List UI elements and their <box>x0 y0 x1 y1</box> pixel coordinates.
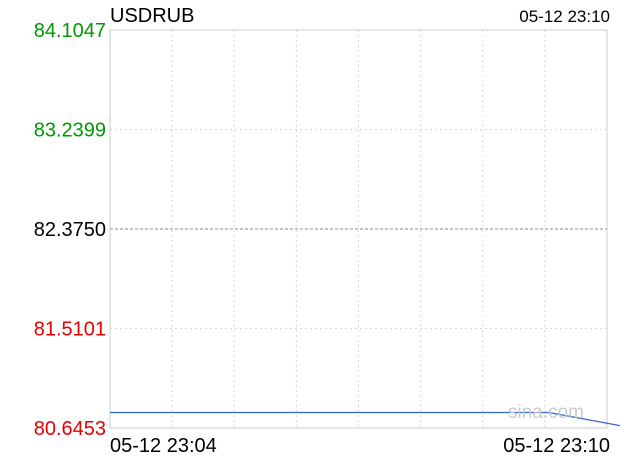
series-lines <box>110 411 620 427</box>
y-tick-label: 84.1047 <box>34 20 106 42</box>
symbol-title: USDRUB <box>110 5 194 27</box>
x-end-label: 05-12 23:10 <box>503 435 610 457</box>
x-start-label: 05-12 23:04 <box>110 435 217 457</box>
series-line <box>110 411 620 427</box>
y-tick-labels: 84.1047 83.2399 82.3750 81.5101 80.6453 <box>34 20 106 440</box>
y-tick-label: 80.6453 <box>34 418 106 440</box>
plot-frame <box>109 29 608 429</box>
y-tick-label: 82.3750 <box>34 219 106 241</box>
grid <box>110 30 607 428</box>
watermark: sina.com <box>508 402 584 423</box>
y-tick-label: 81.5101 <box>34 319 106 341</box>
y-tick-label: 83.2399 <box>34 119 106 141</box>
timestamp-label: 05-12 23:10 <box>519 7 610 26</box>
plot-border <box>109 29 608 429</box>
